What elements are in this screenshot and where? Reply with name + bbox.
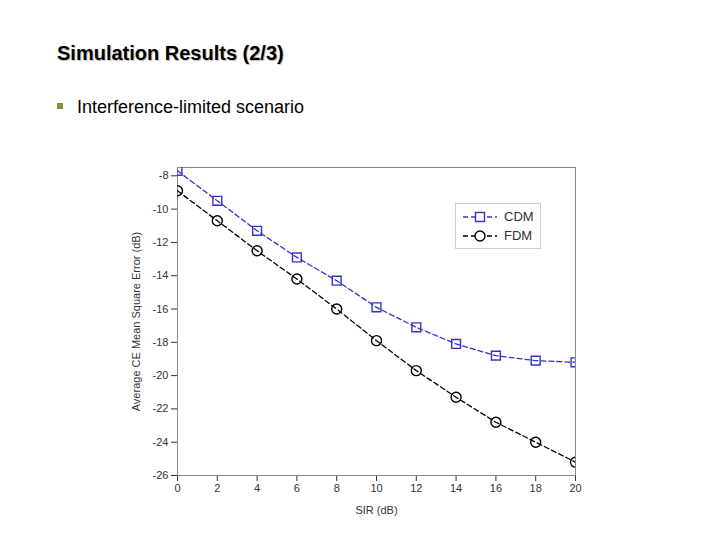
svg-text:6: 6 bbox=[294, 482, 300, 494]
html-text:CDM: CDM bbox=[504, 209, 534, 224]
svg-text:18: 18 bbox=[530, 482, 542, 494]
html-text:Simulation Results (2/3): Simulation Results (2/3) bbox=[57, 42, 284, 64]
svg-text:SIR (dB): SIR (dB) bbox=[355, 504, 397, 516]
svg-text:2: 2 bbox=[214, 482, 220, 494]
svg-text:16: 16 bbox=[490, 482, 502, 494]
svg-text:10: 10 bbox=[370, 482, 382, 494]
svg-text:-14: -14 bbox=[153, 269, 169, 281]
svg-text:-16: -16 bbox=[153, 303, 169, 315]
svg-text:-22: -22 bbox=[153, 402, 169, 414]
svg-text:-20: -20 bbox=[153, 369, 169, 381]
html-text:Interference-limited scenario: Interference-limited scenario bbox=[77, 97, 305, 117]
svg-text:-18: -18 bbox=[153, 336, 169, 348]
svg-text:0: 0 bbox=[174, 482, 180, 494]
svg-text:-12: -12 bbox=[153, 236, 169, 248]
svg-text:Average CE Mean Square Error (: Average CE Mean Square Error (dB) bbox=[130, 232, 142, 412]
svg-text:-24: -24 bbox=[153, 436, 169, 448]
svg-text:-10: -10 bbox=[153, 203, 169, 215]
svg-text:4: 4 bbox=[254, 482, 260, 494]
svg-text:20: 20 bbox=[569, 482, 581, 494]
svg-text:-8: -8 bbox=[159, 169, 169, 181]
svg-text:12: 12 bbox=[410, 482, 422, 494]
svg-text:14: 14 bbox=[450, 482, 462, 494]
html-text:FDM: FDM bbox=[504, 228, 533, 243]
svg-text:8: 8 bbox=[334, 482, 340, 494]
svg-text:-26: -26 bbox=[153, 469, 169, 481]
